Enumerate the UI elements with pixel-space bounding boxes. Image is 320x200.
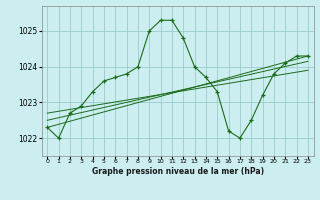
X-axis label: Graphe pression niveau de la mer (hPa): Graphe pression niveau de la mer (hPa) — [92, 167, 264, 176]
